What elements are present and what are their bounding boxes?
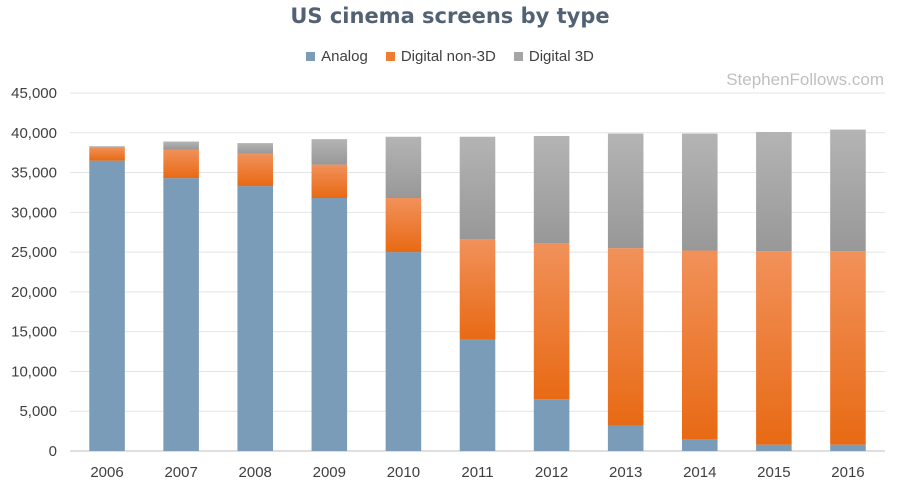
x-tick-label: 2009	[313, 464, 346, 481]
bar-digital-3d-2012	[533, 135, 570, 244]
bar-digital-3d-2009	[311, 139, 348, 165]
bar-digital-non-3d-2010	[385, 198, 422, 253]
bar-analog-2013	[607, 425, 644, 451]
bar-digital-non-3d-2013	[607, 248, 644, 426]
bar-digital-non-3d-2014	[681, 250, 718, 440]
bar-digital-non-3d-2009	[311, 164, 348, 199]
bar-digital-non-3d-2008	[237, 153, 274, 187]
legend-swatch-digital-3d	[513, 52, 523, 61]
bar-digital-3d-2006	[89, 146, 125, 148]
x-tick-label: 2015	[757, 464, 790, 481]
bar-digital-3d-2008	[237, 143, 274, 154]
legend-label-analog: Analog	[321, 48, 368, 65]
y-tick-label: 0	[49, 443, 57, 460]
y-tick-label: 15,000	[11, 324, 57, 341]
legend-item-analog: Analog	[306, 48, 368, 65]
bar-digital-3d-2015	[756, 131, 792, 252]
bar-digital-3d-2014	[681, 133, 718, 251]
bar-analog-2015	[756, 444, 792, 451]
x-tick-label: 2008	[239, 464, 272, 481]
bar-digital-non-3d-2006	[89, 147, 125, 161]
bar-digital-3d-2013	[607, 133, 644, 249]
bar-analog-2009	[311, 198, 348, 451]
bar-analog-2012	[533, 399, 570, 451]
legend-swatch-digital-non-3d	[385, 52, 395, 61]
x-tick-label: 2010	[387, 464, 420, 481]
bar-digital-non-3d-2007	[163, 149, 199, 179]
legend: Analog Digital non-3D Digital 3D	[0, 48, 900, 65]
x-tick-label: 2012	[535, 464, 568, 481]
bar-analog-2006	[89, 160, 125, 451]
x-tick-label: 2006	[90, 464, 123, 481]
bar-analog-2016	[830, 444, 866, 451]
legend-swatch-analog	[306, 52, 316, 61]
watermark: StephenFollows.com	[726, 70, 884, 89]
bar-analog-2014	[681, 439, 718, 451]
legend-label-digital-3d: Digital 3D	[528, 48, 594, 65]
y-tick-label: 40,000	[11, 125, 57, 142]
bar-analog-2007	[163, 178, 199, 451]
legend-item-digital-non-3d: Digital non-3D	[385, 48, 496, 65]
bar-digital-non-3d-2016	[830, 251, 866, 445]
bar-digital-3d-2010	[385, 136, 422, 199]
x-tick-label: 2007	[164, 464, 197, 481]
y-tick-label: 30,000	[11, 204, 57, 221]
bar-analog-2011	[459, 339, 496, 451]
legend-label-digital-non-3d: Digital non-3D	[400, 48, 496, 65]
y-tick-label: 25,000	[11, 244, 57, 261]
x-tick-label: 2014	[683, 464, 716, 481]
x-tick-label: 2016	[831, 464, 864, 481]
bar-digital-3d-2007	[163, 141, 199, 150]
bar-digital-3d-2011	[459, 136, 496, 240]
y-tick-label: 10,000	[11, 363, 57, 380]
y-tick-label: 35,000	[11, 165, 57, 182]
bar-digital-non-3d-2011	[459, 239, 496, 340]
y-tick-label: 20,000	[11, 284, 57, 301]
x-tick-label: 2011	[461, 464, 493, 481]
bar-digital-non-3d-2015	[756, 251, 792, 445]
bar-digital-3d-2016	[830, 129, 866, 252]
y-tick-label: 45,000	[11, 85, 57, 102]
x-tick-label: 2013	[609, 464, 642, 481]
y-tick-label: 5,000	[19, 403, 57, 420]
bar-analog-2008	[237, 186, 274, 451]
chart-title: US cinema screens by type	[290, 4, 610, 28]
bar-analog-2010	[385, 252, 422, 451]
bar-digital-non-3d-2012	[533, 243, 570, 400]
legend-item-digital-3d: Digital 3D	[513, 48, 594, 65]
